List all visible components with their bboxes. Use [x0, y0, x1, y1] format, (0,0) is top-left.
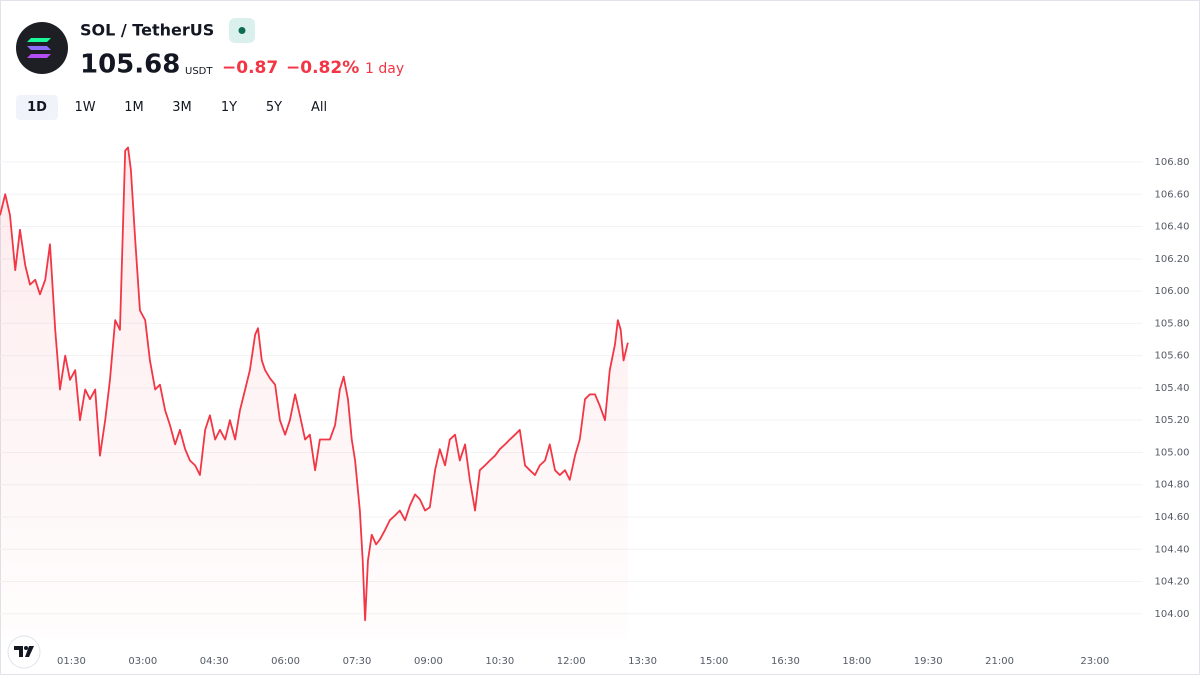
y-tick-label: 104.00: [1155, 609, 1190, 620]
tradingview-logo: [7, 635, 41, 669]
range-button[interactable]: 1Y: [221, 100, 237, 115]
y-tick-label: 106.60: [1155, 189, 1190, 200]
range-button[interactable]: 1M: [124, 100, 144, 115]
x-tick-label: 15:00: [700, 656, 729, 667]
coin-logo: [16, 22, 68, 74]
y-tick-label: 105.40: [1155, 383, 1190, 394]
y-tick-label: 106.40: [1155, 222, 1190, 233]
x-tick-label: 01:30: [57, 656, 86, 667]
x-tick-label: 09:00: [414, 656, 443, 667]
range-button[interactable]: 3M: [172, 100, 192, 115]
y-tick-label: 105.20: [1155, 415, 1190, 426]
range-button[interactable]: 1D: [27, 100, 47, 115]
market-status: [229, 18, 255, 43]
symbol-title: SOL / TetherUS: [80, 21, 214, 40]
y-tick-label: 104.80: [1155, 480, 1190, 491]
x-tick-label: 18:00: [842, 656, 871, 667]
range-selected-bg: [16, 95, 58, 120]
plot-area: 104.00 104.20 104.40 104.60 104.80 105.00 105.…: [0, 146, 1190, 667]
x-tick-label: 21:00: [985, 656, 1014, 667]
y-tick-label: 105.60: [1155, 351, 1190, 362]
x-tick-label: 13:30: [628, 656, 657, 667]
y-tick-label: 106.20: [1155, 254, 1190, 265]
x-tick-label: 03:00: [128, 656, 157, 667]
y-tick-label: 106.80: [1155, 157, 1190, 168]
x-tick-label: 19:30: [914, 656, 943, 667]
x-tick-label: 16:30: [771, 656, 800, 667]
series: [0, 146, 629, 639]
range-selector: 1D 1W 1M 3M 1Y 5Y All: [16, 95, 327, 120]
last-price: 105.68: [80, 50, 180, 80]
range-button[interactable]: 1W: [74, 100, 95, 115]
x-tick-label: 12:00: [557, 656, 586, 667]
x-tick-label: 10:30: [485, 656, 514, 667]
price-line: [0, 146, 629, 622]
y-tick-label: 104.60: [1155, 512, 1190, 523]
range-button[interactable]: All: [311, 100, 327, 115]
range-button[interactable]: 5Y: [266, 100, 282, 115]
y-tick-label: 106.00: [1155, 286, 1190, 297]
area-fill: [0, 147, 628, 639]
price-change: −0.87: [222, 58, 278, 78]
y-tick-label: 105.00: [1155, 447, 1190, 458]
y-tick-label: 104.20: [1155, 577, 1190, 588]
x-tick-label: 06:00: [271, 656, 300, 667]
currency: USDT: [185, 66, 213, 77]
y-tick-label: 105.80: [1155, 318, 1190, 329]
x-tick-label: 23:00: [1080, 656, 1109, 667]
x-tick-label: 04:30: [200, 656, 229, 667]
y-tick-label: 104.40: [1155, 544, 1190, 555]
change-period: 1 day: [365, 61, 404, 77]
x-tick-label: 07:30: [343, 656, 372, 667]
price-change-percent: −0.82%: [286, 58, 359, 78]
